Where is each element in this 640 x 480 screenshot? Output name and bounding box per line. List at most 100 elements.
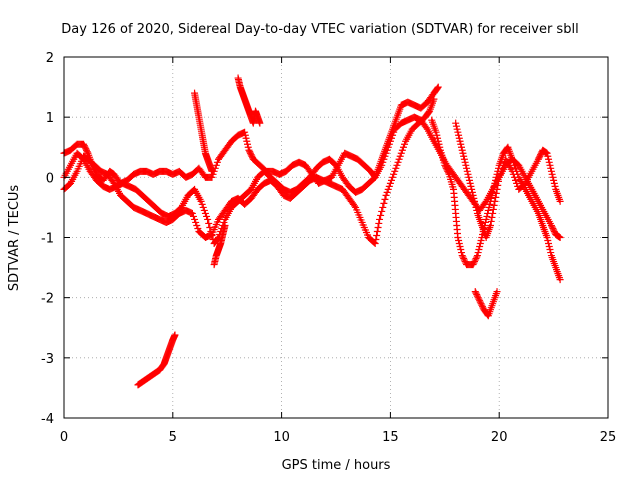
x-tick-label: 15 [382,430,399,445]
data-point [479,303,487,311]
x-tick-label: 0 [60,430,68,445]
data-point [472,289,480,297]
y-tick-label: 0 [46,171,54,186]
data-point [486,221,494,229]
y-tick-label: 2 [46,51,54,66]
data-point [556,276,564,284]
data-point [384,185,392,193]
data-point [246,148,254,156]
data-point [436,143,444,151]
data-point [456,243,464,251]
data-point [206,223,214,231]
data-point [461,158,469,166]
data-point [203,212,211,220]
data-point [463,167,471,175]
data-point [512,176,520,184]
data-point [198,200,206,208]
data-point [83,148,91,156]
data-point [246,149,254,157]
x-tick-label: 25 [600,430,617,445]
data-point [472,203,480,211]
data-point [508,155,516,163]
data-point [383,188,391,196]
series-track-10 [210,221,229,269]
data-point [379,203,387,211]
data-point [545,240,553,248]
data-point [209,170,217,178]
data-point [495,173,503,181]
data-point [483,212,491,220]
data-point [486,200,494,208]
data-point [379,158,387,166]
data-point [452,119,460,127]
data-point [508,167,516,175]
data-point [509,158,517,166]
data-point [469,191,477,199]
data-point [432,128,440,136]
data-point [489,205,497,213]
data-point [545,155,553,163]
data-point [493,185,501,193]
data-point [382,191,390,199]
data-point [396,152,404,160]
data-point [242,134,250,142]
data-point [455,134,463,142]
data-point [82,145,90,153]
data-point [371,240,379,248]
data-point [468,188,476,196]
data-point [256,119,264,127]
data-point [481,199,489,207]
data-point [464,170,472,178]
data-point [460,255,468,263]
data-point [377,211,385,219]
data-point [80,140,88,148]
y-tick-label: -2 [41,292,54,307]
data-point [392,164,400,172]
data-point [485,203,493,211]
data-point [468,185,476,193]
data-point [493,288,501,296]
data-point [547,249,555,257]
data-point [395,155,403,163]
data-point [193,221,201,229]
data-point [455,237,463,245]
data-point [391,167,399,175]
data-point [197,197,205,205]
data-point [247,151,255,159]
data-point [457,249,465,257]
y-tick-label: -4 [41,412,54,427]
data-point [544,152,552,160]
data-point [509,170,517,178]
data-point [425,108,433,116]
data-point [244,143,252,151]
data-point [497,167,505,175]
data-point [375,219,383,227]
data-point [477,300,485,308]
data-point [199,203,207,211]
data-point [457,246,465,254]
data-point [381,152,389,160]
data-point [435,140,443,148]
series-track-6 [471,288,501,320]
x-tick-label: 20 [491,430,508,445]
data-point [373,231,381,239]
series-track-9 [234,74,264,127]
y-tick-label: 1 [46,111,54,126]
data-point [473,252,481,260]
data-point [492,193,500,201]
grid [64,57,608,418]
data-point [545,243,553,251]
data-point [471,197,479,205]
data-point [454,128,462,136]
data-point [549,173,557,181]
data-point [378,207,386,215]
data-point [386,179,394,187]
data-point [473,253,481,261]
data-point [466,179,474,187]
data-point [471,200,479,208]
data-point [389,131,397,139]
data-point [207,227,215,235]
data-point [387,176,395,184]
data-point [476,243,484,251]
